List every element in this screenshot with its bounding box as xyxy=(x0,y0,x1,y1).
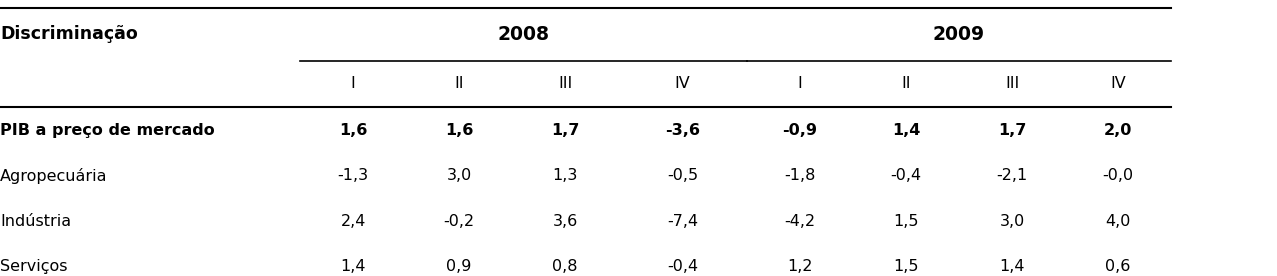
Text: 2009: 2009 xyxy=(933,25,985,44)
Text: -1,8: -1,8 xyxy=(784,168,816,183)
Text: II: II xyxy=(455,76,464,92)
Text: 3,0: 3,0 xyxy=(447,168,471,183)
Text: 1,4: 1,4 xyxy=(891,123,921,138)
Text: -0,4: -0,4 xyxy=(667,259,699,274)
Text: -0,5: -0,5 xyxy=(667,168,699,183)
Text: IV: IV xyxy=(1110,76,1126,92)
Text: 1,3: 1,3 xyxy=(553,168,577,183)
Text: 1,7: 1,7 xyxy=(550,123,580,138)
Text: -2,1: -2,1 xyxy=(996,168,1028,183)
Text: -3,6: -3,6 xyxy=(665,123,700,138)
Text: 1,6: 1,6 xyxy=(444,123,474,138)
Text: 4,0: 4,0 xyxy=(1106,214,1130,229)
Text: 0,8: 0,8 xyxy=(553,259,577,274)
Text: 1,5: 1,5 xyxy=(894,214,918,229)
Text: I: I xyxy=(351,76,355,92)
Text: 0,9: 0,9 xyxy=(447,259,471,274)
Text: 1,4: 1,4 xyxy=(1000,259,1024,274)
Text: I: I xyxy=(798,76,802,92)
Text: 2,0: 2,0 xyxy=(1103,123,1133,138)
Text: 1,5: 1,5 xyxy=(894,259,918,274)
Text: Agropecuária: Agropecuária xyxy=(0,168,107,184)
Text: II: II xyxy=(902,76,911,92)
Text: 3,6: 3,6 xyxy=(553,214,577,229)
Text: -0,0: -0,0 xyxy=(1102,168,1134,183)
Text: -1,3: -1,3 xyxy=(337,168,369,183)
Text: 2,4: 2,4 xyxy=(341,214,365,229)
Text: IV: IV xyxy=(674,76,691,92)
Text: Indústria: Indústria xyxy=(0,214,72,229)
Text: 1,6: 1,6 xyxy=(338,123,368,138)
Text: Serviços: Serviços xyxy=(0,259,68,274)
Text: 1,2: 1,2 xyxy=(788,259,812,274)
Text: III: III xyxy=(558,76,572,92)
Text: -7,4: -7,4 xyxy=(667,214,699,229)
Text: Discriminação: Discriminação xyxy=(0,25,138,43)
Text: -4,2: -4,2 xyxy=(784,214,816,229)
Text: 1,4: 1,4 xyxy=(341,259,365,274)
Text: 1,7: 1,7 xyxy=(997,123,1027,138)
Text: -0,9: -0,9 xyxy=(783,123,817,138)
Text: III: III xyxy=(1005,76,1019,92)
Text: 3,0: 3,0 xyxy=(1000,214,1024,229)
Text: 0,6: 0,6 xyxy=(1106,259,1130,274)
Text: PIB a preço de mercado: PIB a preço de mercado xyxy=(0,123,215,138)
Text: -0,4: -0,4 xyxy=(890,168,922,183)
Text: 2008: 2008 xyxy=(498,25,549,44)
Text: -0,2: -0,2 xyxy=(443,214,475,229)
